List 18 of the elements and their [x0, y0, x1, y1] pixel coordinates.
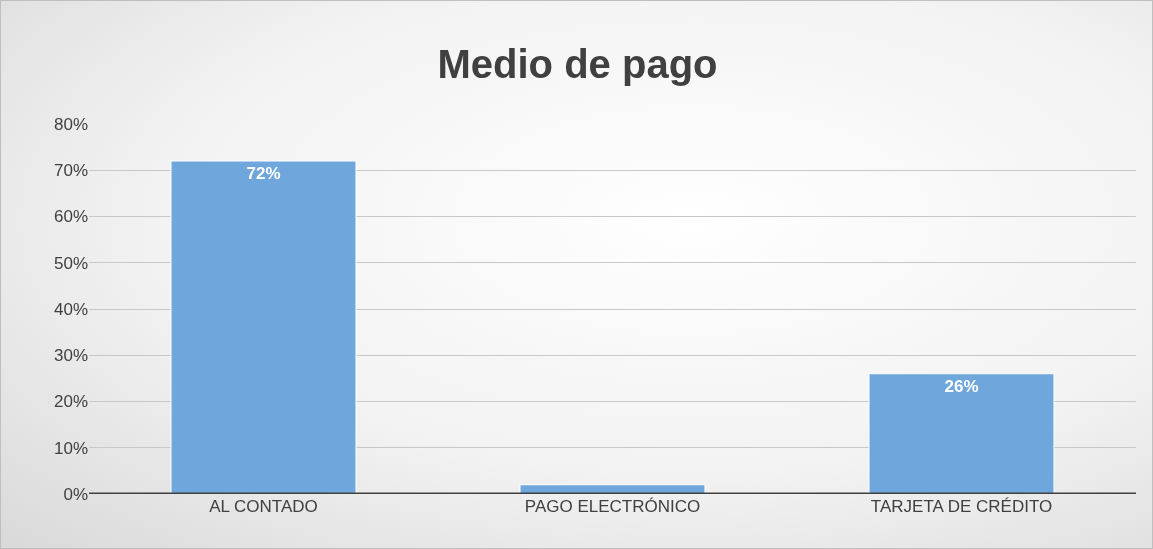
y-tick-label: 80% [53, 114, 88, 134]
x-tick-label: AL CONTADO [209, 497, 318, 516]
y-tick-label: 20% [53, 392, 88, 412]
y-tick-label: 60% [53, 207, 88, 227]
y-tick-label: 70% [53, 161, 88, 181]
y-tick-label: 10% [53, 438, 88, 458]
y-tick-label: 40% [53, 299, 88, 319]
chart-title: Medio de pago [437, 42, 718, 87]
bar [170, 160, 357, 494]
bar [519, 484, 706, 494]
y-tick-label: 30% [53, 346, 88, 366]
y-tick-label: 0% [63, 484, 88, 504]
y-tick-label: 50% [53, 253, 88, 273]
x-tick-label: PAGO ELECTRÓNICO [524, 497, 701, 516]
x-tick-label: TARJETA DE CRÉDITO [870, 497, 1053, 516]
bar [868, 373, 1055, 494]
data-label: 72% [246, 164, 281, 183]
data-label: 26% [944, 376, 979, 396]
